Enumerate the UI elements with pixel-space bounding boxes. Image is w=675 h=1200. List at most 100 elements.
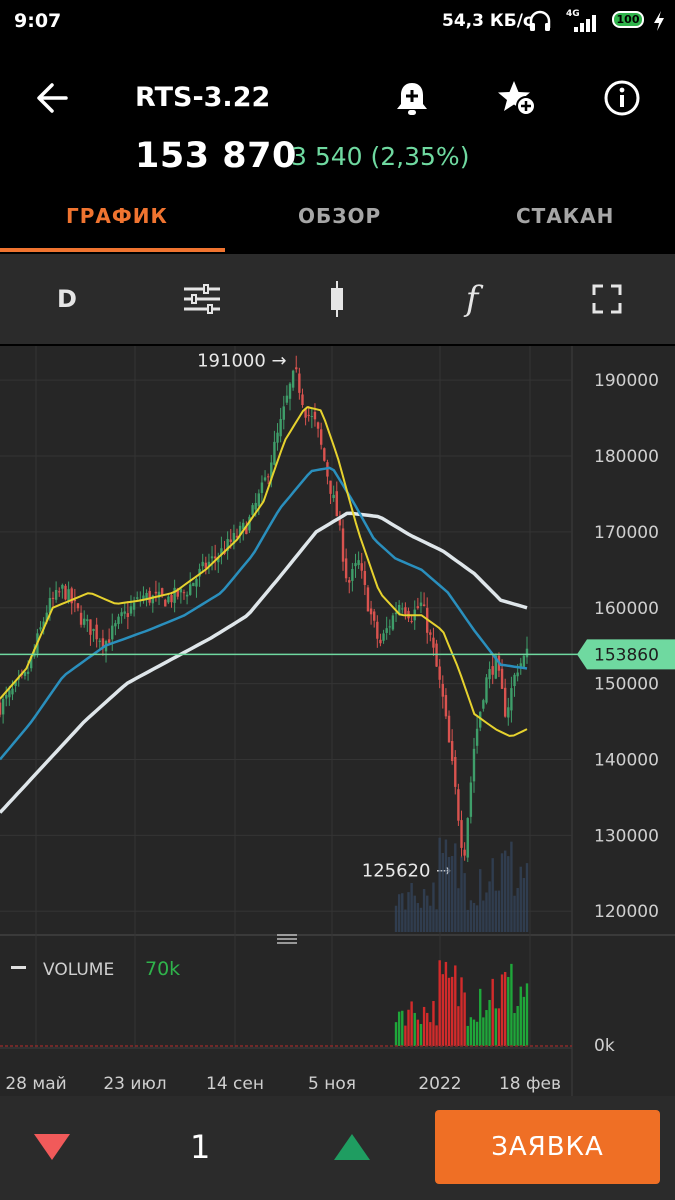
alert-add-icon[interactable]	[393, 79, 431, 119]
candle	[23, 672, 27, 676]
volume-overlay-bar	[441, 852, 445, 932]
volume-bar	[522, 996, 526, 1046]
candle	[164, 599, 167, 607]
volume-overlay-bar	[472, 902, 476, 932]
volume-overlay-bar	[482, 900, 485, 932]
volume-overlay-bar	[438, 837, 441, 932]
tab-chart[interactable]: ГРАФИК	[66, 204, 168, 228]
candle	[248, 516, 251, 531]
candle	[410, 621, 413, 623]
volume-overlay-bar	[503, 850, 507, 932]
volume-bar	[472, 1019, 476, 1046]
candle	[217, 556, 220, 563]
candle	[388, 626, 391, 628]
candle	[366, 587, 370, 612]
price-chart[interactable]: 190000 180000 170000 160000 150000 140000 1300…	[0, 346, 675, 1096]
pane-resize-handle	[277, 934, 297, 944]
candle	[295, 367, 298, 370]
increase-quantity-icon[interactable]	[332, 1132, 372, 1162]
candle	[245, 526, 248, 535]
candle	[475, 728, 479, 746]
tab-orderbook[interactable]: СТАКАН	[516, 204, 615, 228]
candle	[351, 568, 354, 581]
candle	[338, 518, 342, 526]
candle	[235, 535, 239, 538]
candle	[132, 602, 136, 610]
fullscreen-button[interactable]	[562, 254, 652, 344]
candle	[479, 711, 482, 728]
candle	[220, 548, 223, 555]
favorite-add-icon[interactable]	[496, 78, 540, 120]
candle	[232, 532, 236, 545]
candle	[148, 590, 151, 603]
candle	[488, 669, 491, 680]
charging-icon	[654, 11, 664, 31]
order-button[interactable]: ЗАЯВКА	[435, 1110, 660, 1184]
candle	[29, 656, 33, 669]
candle	[136, 597, 139, 599]
headphones-icon	[529, 10, 551, 31]
candle	[229, 539, 232, 542]
tab-overview[interactable]: ОБЗОР	[298, 204, 382, 228]
volume-bar	[491, 978, 494, 1046]
volume-bar	[438, 960, 441, 1046]
volume-overlay-bar	[500, 853, 504, 932]
volume-bar	[479, 988, 482, 1046]
candle	[385, 628, 388, 633]
volume-overlay-bar	[516, 888, 519, 932]
candle	[323, 448, 326, 461]
decrease-quantity-icon[interactable]	[32, 1132, 72, 1162]
candle	[503, 687, 507, 717]
candle	[404, 607, 407, 614]
candle	[114, 623, 117, 627]
candle	[416, 606, 420, 609]
volume-bar	[460, 977, 463, 1046]
candle	[435, 643, 438, 667]
candle	[419, 602, 423, 606]
candle	[466, 818, 469, 858]
candle	[107, 639, 111, 643]
candle	[201, 561, 204, 567]
volume-bar	[457, 1006, 460, 1046]
volume-bar	[454, 965, 457, 1046]
volume-bar	[516, 1006, 519, 1046]
candle	[516, 672, 519, 677]
candle	[45, 612, 48, 622]
volume-overlay-bar	[507, 856, 510, 932]
volume-bar	[450, 976, 454, 1046]
volume-overlay-bar	[397, 894, 401, 932]
volume-tick-label: 0k	[594, 1036, 615, 1056]
candle	[263, 477, 267, 481]
candle	[157, 591, 161, 598]
active-tab-indicator	[0, 248, 225, 252]
candle	[348, 580, 351, 583]
candle	[341, 528, 345, 562]
volume-bar	[422, 1006, 426, 1046]
candle	[344, 558, 348, 579]
indicators-settings-button[interactable]	[157, 254, 247, 344]
quantity-value[interactable]: 1	[190, 1128, 211, 1166]
candle	[432, 637, 435, 648]
pane-divider	[0, 934, 675, 936]
candle	[391, 615, 395, 630]
volume-overlay-bar	[519, 866, 522, 932]
candle	[394, 612, 398, 615]
candle	[363, 571, 367, 585]
y-tick-label: 130000	[594, 826, 659, 846]
volume-overlay-bar	[401, 893, 404, 932]
candle	[11, 688, 14, 695]
period-button[interactable]: D	[57, 285, 77, 313]
info-icon[interactable]	[602, 78, 642, 118]
chart-type-button[interactable]	[292, 254, 382, 344]
back-arrow-icon[interactable]	[34, 80, 72, 116]
candle	[316, 422, 320, 429]
candle	[198, 568, 201, 577]
volume-bar	[513, 1013, 516, 1046]
network-speed: 54,3 КБ/с	[442, 11, 534, 31]
candle	[185, 594, 189, 597]
candle	[42, 621, 45, 630]
volume-bar	[469, 1017, 473, 1046]
candle	[444, 695, 448, 717]
function-icon[interactable]: f	[465, 279, 479, 319]
candle	[51, 597, 55, 599]
